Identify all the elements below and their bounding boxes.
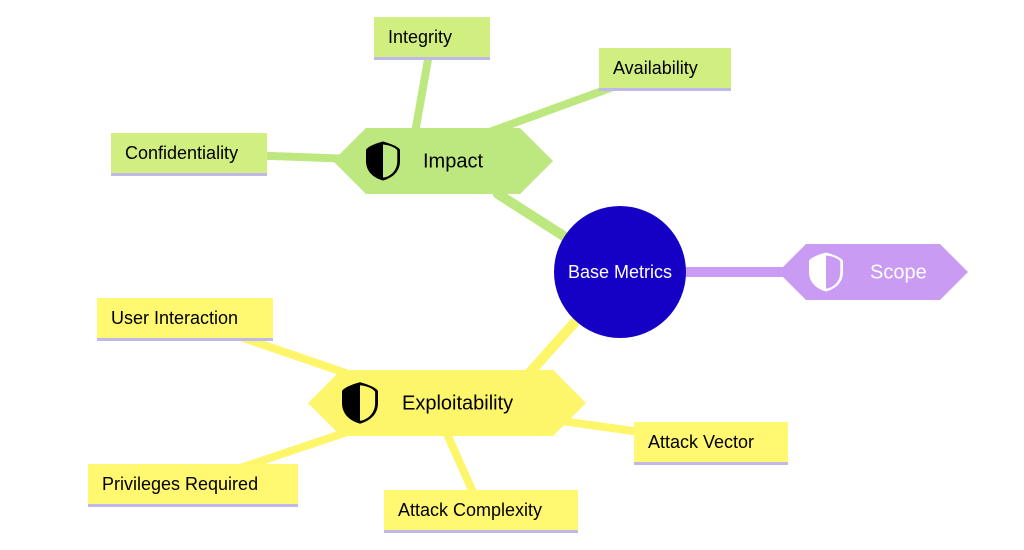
center-label: Base Metrics: [568, 262, 672, 282]
scope-label: Scope: [870, 261, 927, 283]
impact-label: Impact: [423, 150, 483, 172]
leaf-label-exploit-2: Attack Complexity: [398, 500, 542, 520]
exploitability-label: Exploitability: [402, 392, 513, 414]
leaf-label-exploit-1: Privileges Required: [102, 474, 258, 494]
leaf-label-exploit-3: Attack Vector: [648, 432, 754, 452]
shapes-layer: Impact Confidentiality Integrity Availabili…: [88, 17, 968, 533]
leaf-label-exploit-0: User Interaction: [111, 308, 238, 328]
leaf-label-impact-0: Confidentiality: [125, 143, 238, 163]
mindmap-diagram: Impact Confidentiality Integrity Availabili…: [0, 0, 1024, 550]
leaf-label-impact-1: Integrity: [388, 27, 452, 47]
leaf-label-impact-2: Availability: [613, 58, 698, 78]
